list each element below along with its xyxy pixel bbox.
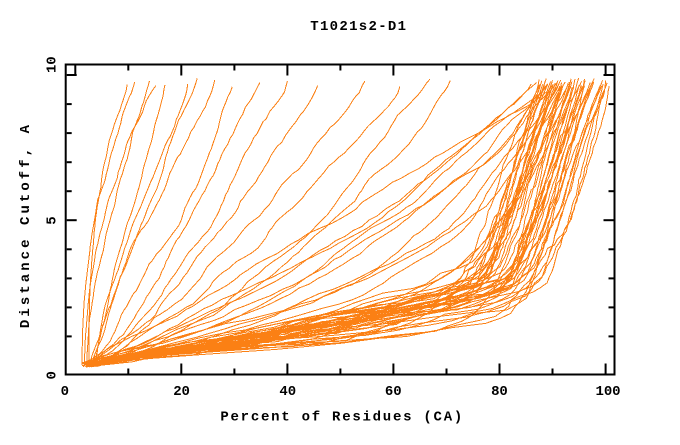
svg-text:10: 10 — [45, 56, 61, 73]
svg-text:Distance Cutoff, A: Distance Cutoff, A — [18, 122, 34, 328]
svg-text:0: 0 — [45, 371, 61, 379]
svg-text:100: 100 — [596, 384, 621, 400]
svg-text:T1021s2-D1: T1021s2-D1 — [310, 19, 407, 35]
svg-text:0: 0 — [61, 384, 69, 400]
svg-text:Percent of Residues (CA): Percent of Residues (CA) — [220, 410, 464, 426]
svg-text:5: 5 — [45, 216, 61, 224]
svg-text:80: 80 — [491, 384, 508, 400]
svg-text:40: 40 — [279, 384, 296, 400]
svg-text:60: 60 — [385, 384, 402, 400]
svg-text:20: 20 — [173, 384, 190, 400]
